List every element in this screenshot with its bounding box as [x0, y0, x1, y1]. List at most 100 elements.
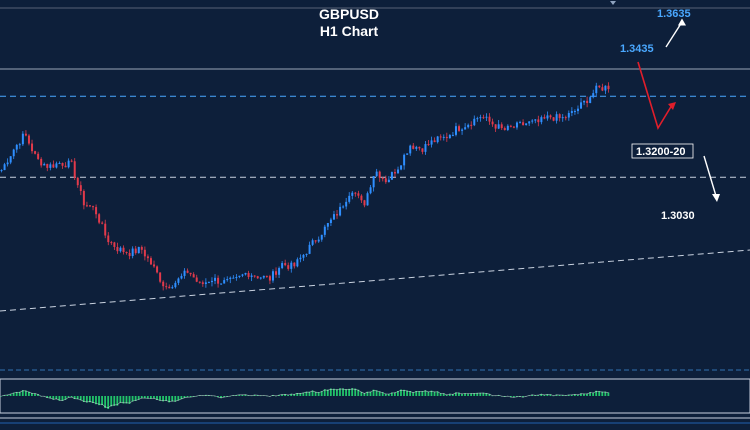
candle-body — [531, 120, 534, 122]
histogram-bar — [134, 396, 137, 401]
histogram-bar — [146, 396, 149, 399]
candle-body — [354, 192, 357, 194]
histogram-bar — [320, 391, 323, 396]
histogram-bar — [180, 396, 183, 400]
candle-body — [442, 136, 445, 138]
candle-body — [140, 247, 143, 250]
candle-body — [214, 277, 217, 281]
candle-body — [198, 281, 201, 283]
histogram-bar — [406, 390, 408, 396]
histogram-bar — [336, 389, 338, 396]
histogram-bar — [464, 393, 466, 396]
candle-body — [241, 274, 244, 276]
histogram-bar — [73, 396, 76, 400]
histogram-bar — [223, 396, 225, 398]
candle-body — [329, 219, 332, 224]
candle-body — [244, 272, 247, 275]
level-label-1.3200-20: 1.3200-20 — [636, 146, 686, 158]
histogram-bar — [174, 396, 177, 402]
candle-body — [177, 278, 180, 283]
candle-body — [192, 274, 195, 278]
histogram-bar — [354, 388, 357, 396]
candle-body — [454, 126, 457, 135]
histogram-bar — [393, 392, 396, 396]
candle-body — [555, 114, 558, 121]
histogram-bar — [311, 390, 314, 396]
candle-body — [82, 191, 85, 206]
candle-body — [110, 242, 113, 244]
candle-body — [339, 206, 342, 216]
candlesticks — [0, 82, 610, 291]
histogram-bar — [476, 392, 479, 396]
histogram-bar — [372, 389, 375, 396]
candle-body — [479, 117, 482, 119]
candle-body — [76, 177, 79, 186]
histogram-bar — [58, 396, 61, 401]
candle-body — [119, 247, 122, 252]
histogram-bar — [378, 391, 381, 396]
candle-body — [384, 178, 387, 183]
candle-body — [201, 282, 204, 284]
histogram-bar — [430, 390, 433, 396]
candle-body — [21, 133, 24, 145]
candle-body — [561, 117, 564, 119]
histogram-bar — [113, 396, 116, 406]
candle-body — [290, 262, 293, 269]
histogram-bar — [400, 389, 402, 396]
candle-body — [235, 277, 238, 279]
histogram-bar — [488, 393, 491, 396]
candle-body — [558, 114, 561, 119]
histogram-bar — [537, 395, 540, 396]
candle-body — [34, 151, 37, 154]
histogram-bar — [473, 393, 476, 396]
histogram-bar — [149, 396, 152, 399]
histogram-bar — [576, 394, 579, 396]
histogram-bar — [46, 396, 49, 398]
candle-body — [342, 206, 345, 208]
histogram-bar — [278, 394, 280, 396]
histogram-bar — [61, 396, 64, 401]
histogram-bar — [192, 396, 195, 397]
histogram-bar — [412, 392, 415, 396]
candle-body — [238, 275, 241, 278]
candle-body — [567, 112, 570, 118]
histogram-bar — [409, 391, 412, 396]
candle-body — [363, 200, 366, 206]
histogram-bar — [439, 393, 442, 396]
candle-body — [88, 205, 91, 207]
candle-body — [470, 124, 473, 126]
candle-body — [256, 276, 259, 279]
candle-body — [143, 249, 146, 257]
candle-body — [311, 240, 314, 245]
candle-body — [515, 122, 518, 128]
histogram-bar — [31, 392, 33, 396]
candle-body — [55, 163, 58, 168]
candle-body — [262, 275, 265, 278]
candle-body — [589, 97, 592, 103]
candle-body — [427, 144, 430, 146]
histogram-bar — [589, 392, 591, 396]
candle-body — [503, 128, 506, 130]
candle-body — [491, 121, 494, 125]
candle-body — [253, 275, 256, 277]
indicator-histogram — [0, 388, 610, 409]
candle-body — [375, 171, 378, 177]
histogram-bar — [348, 388, 351, 396]
candle-body — [543, 117, 546, 119]
histogram-bar — [119, 396, 122, 403]
candle-body — [564, 117, 567, 119]
indicator-panel-border — [0, 378, 750, 414]
histogram-bar — [534, 395, 537, 396]
histogram-bar — [561, 394, 564, 396]
candle-body — [415, 146, 418, 149]
candle-body — [485, 116, 488, 118]
candle-body — [378, 171, 381, 178]
histogram-bar — [235, 395, 238, 396]
histogram-bar — [580, 393, 582, 396]
candle-body — [265, 275, 268, 277]
candle-body — [451, 134, 454, 136]
candle-body — [573, 111, 576, 113]
candle-body — [458, 126, 461, 131]
candle-body — [601, 87, 604, 91]
